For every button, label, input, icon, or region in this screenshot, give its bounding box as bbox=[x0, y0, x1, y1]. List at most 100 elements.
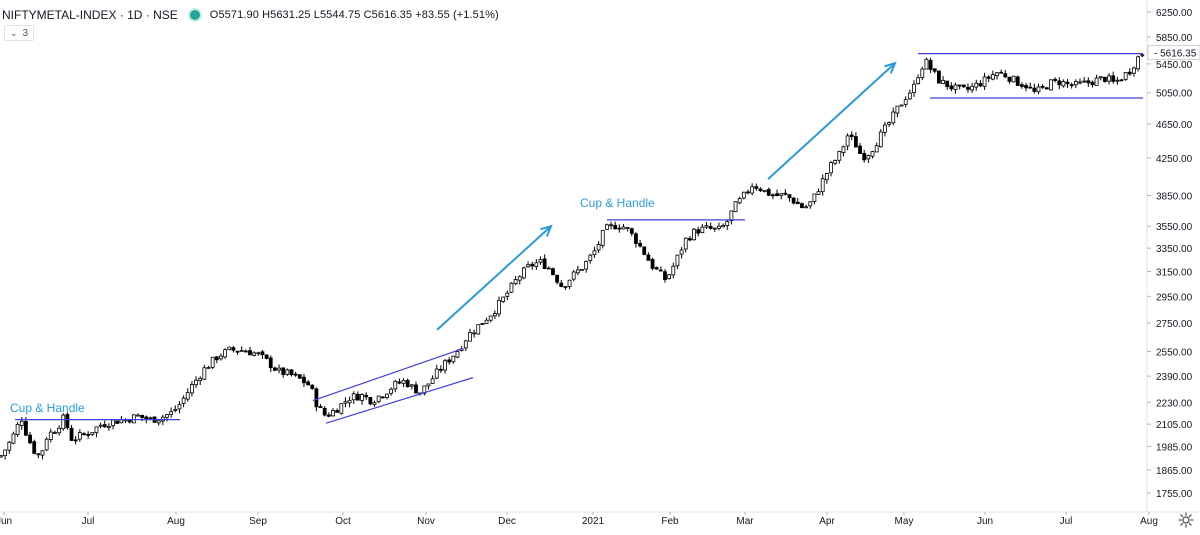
candle bbox=[98, 422, 103, 429]
candle bbox=[667, 273, 672, 280]
candle bbox=[227, 346, 232, 351]
chart-legend: NIFTYMETAL-INDEX · 1D · NSE O5571.90 H56… bbox=[2, 6, 499, 24]
candle bbox=[32, 439, 37, 455]
candle-body bbox=[177, 404, 182, 410]
candle-body bbox=[451, 355, 456, 363]
candle bbox=[891, 107, 896, 126]
candle-body bbox=[414, 384, 418, 394]
candle bbox=[318, 404, 323, 408]
candle bbox=[883, 121, 887, 137]
candle-body bbox=[522, 267, 526, 279]
candle bbox=[36, 453, 41, 459]
candle-body bbox=[1024, 85, 1028, 89]
candle-body bbox=[895, 105, 900, 114]
candle bbox=[476, 324, 481, 335]
candle-body bbox=[455, 351, 460, 358]
candle-body bbox=[708, 225, 713, 229]
candle-body bbox=[588, 254, 593, 262]
candle-body bbox=[837, 151, 842, 161]
candle bbox=[849, 131, 854, 141]
candle bbox=[787, 194, 792, 202]
candle bbox=[102, 420, 107, 428]
y-tick-label: 3350.00 bbox=[1156, 244, 1193, 255]
candle-body bbox=[165, 414, 169, 418]
candle-body bbox=[696, 229, 701, 234]
candle-body bbox=[903, 99, 908, 105]
candle bbox=[131, 414, 136, 424]
candle bbox=[754, 183, 759, 191]
candle bbox=[65, 412, 70, 430]
candle-body bbox=[339, 403, 344, 414]
candle-body bbox=[73, 439, 78, 442]
candle-body bbox=[816, 191, 821, 195]
candle-body bbox=[571, 271, 576, 280]
candle-body bbox=[219, 355, 223, 360]
candle-body bbox=[1028, 86, 1033, 89]
candle bbox=[629, 227, 634, 237]
x-tick-label: Jun bbox=[0, 516, 12, 527]
candle-body bbox=[248, 350, 252, 356]
candle bbox=[671, 262, 676, 279]
candle bbox=[526, 261, 530, 268]
candle-body bbox=[501, 296, 506, 302]
candle bbox=[497, 296, 501, 318]
candle-body bbox=[866, 155, 871, 160]
candle bbox=[69, 424, 74, 442]
candle-body bbox=[214, 356, 219, 361]
candle bbox=[766, 187, 771, 197]
candle bbox=[326, 412, 331, 418]
candle bbox=[376, 395, 381, 404]
candle-body bbox=[94, 426, 99, 434]
candle-body bbox=[1078, 81, 1082, 84]
candle-body bbox=[480, 323, 485, 325]
candle bbox=[866, 154, 871, 163]
gear-icon[interactable] bbox=[1178, 512, 1194, 528]
candle bbox=[53, 430, 57, 434]
candle-body bbox=[941, 79, 945, 85]
candle-body bbox=[492, 313, 497, 317]
candle bbox=[575, 265, 580, 276]
candle-body bbox=[326, 414, 331, 417]
candle-body bbox=[808, 201, 813, 207]
candle bbox=[571, 270, 576, 282]
candle-body bbox=[667, 274, 672, 280]
candle bbox=[488, 315, 493, 323]
candle-body bbox=[887, 122, 891, 125]
candle bbox=[189, 381, 194, 397]
candle bbox=[480, 323, 485, 325]
candle-body bbox=[999, 71, 1004, 74]
indicator-collapse-button[interactable]: ⌄ 3 bbox=[4, 25, 35, 41]
candle-body bbox=[575, 269, 580, 274]
candle-body bbox=[629, 228, 634, 234]
candle-body bbox=[762, 190, 767, 192]
candle-body bbox=[932, 68, 937, 72]
candle bbox=[19, 417, 24, 430]
candle-body bbox=[401, 379, 406, 384]
candle bbox=[679, 247, 684, 259]
candle-body bbox=[605, 224, 609, 230]
candle-body bbox=[1032, 87, 1037, 92]
candle-body bbox=[891, 111, 896, 124]
candle-body bbox=[1127, 71, 1132, 75]
candle-body bbox=[874, 145, 879, 153]
y-tick-label: 4250.00 bbox=[1156, 154, 1193, 165]
candle-body bbox=[239, 349, 244, 352]
candle-body bbox=[119, 419, 124, 424]
candle bbox=[156, 420, 161, 426]
y-tick-label: 2390.00 bbox=[1156, 372, 1193, 383]
candle bbox=[729, 210, 734, 225]
annotation-cup-handle: Cup & Handle bbox=[580, 196, 655, 210]
candle-body bbox=[385, 393, 389, 398]
candle-body bbox=[567, 279, 572, 287]
candle bbox=[77, 429, 82, 443]
candle-body bbox=[1053, 79, 1057, 81]
candle-body bbox=[800, 203, 804, 209]
candle-body bbox=[725, 221, 730, 226]
x-tick-label: Jul bbox=[1060, 516, 1073, 527]
candle bbox=[907, 89, 912, 101]
candle bbox=[206, 365, 211, 369]
candle bbox=[492, 310, 497, 319]
candle bbox=[551, 267, 555, 276]
